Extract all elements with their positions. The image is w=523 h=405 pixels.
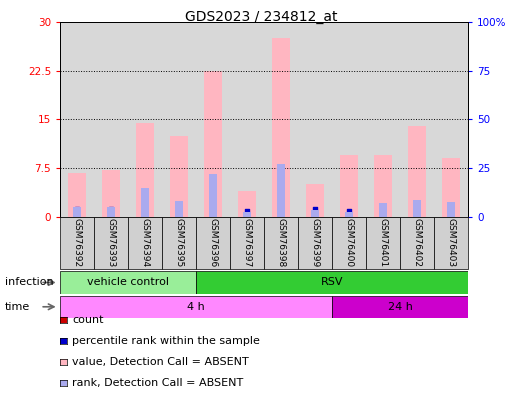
Point: [175, 211, 184, 217]
Point: [209, 211, 218, 217]
Point: [277, 197, 286, 204]
Point: [311, 206, 320, 212]
Point: [141, 211, 150, 217]
Bar: [128, 217, 162, 269]
Bar: [272, 38, 290, 217]
Bar: [306, 184, 324, 217]
Bar: [141, 188, 150, 217]
Bar: [196, 271, 468, 294]
Text: GSM76399: GSM76399: [311, 218, 320, 268]
Text: 24 h: 24 h: [388, 302, 413, 312]
Bar: [175, 201, 184, 217]
Text: GSM76393: GSM76393: [107, 218, 116, 268]
Bar: [264, 217, 298, 269]
Text: GSM76395: GSM76395: [175, 218, 184, 268]
Text: GSM76403: GSM76403: [447, 218, 456, 268]
Bar: [413, 200, 422, 217]
Text: value, Detection Call = ABSENT: value, Detection Call = ABSENT: [72, 357, 249, 367]
Text: RSV: RSV: [321, 277, 344, 288]
Point: [379, 211, 388, 217]
Bar: [68, 173, 86, 217]
Bar: [434, 217, 468, 269]
Point: [447, 206, 456, 212]
Point: [107, 211, 116, 218]
Text: GSM76397: GSM76397: [243, 218, 252, 268]
Bar: [107, 207, 116, 217]
Bar: [230, 217, 264, 269]
Point: [413, 206, 422, 212]
Bar: [277, 164, 286, 217]
Point: [345, 208, 354, 215]
Point: [379, 206, 388, 212]
Point: [73, 206, 82, 212]
Point: [447, 211, 456, 217]
Bar: [196, 217, 230, 269]
Bar: [238, 191, 256, 217]
Bar: [345, 212, 354, 217]
Bar: [60, 217, 94, 269]
Bar: [162, 217, 196, 269]
Bar: [136, 123, 154, 217]
Point: [345, 212, 354, 219]
Bar: [102, 170, 120, 217]
Bar: [366, 217, 400, 269]
Bar: [60, 271, 196, 294]
Bar: [170, 136, 188, 217]
Text: GSM76401: GSM76401: [379, 218, 388, 268]
Text: GSM76398: GSM76398: [277, 218, 286, 268]
Bar: [204, 71, 222, 217]
Text: GSM76394: GSM76394: [141, 218, 150, 268]
Text: GDS2023 / 234812_at: GDS2023 / 234812_at: [185, 10, 338, 24]
Point: [209, 206, 218, 212]
Bar: [447, 202, 456, 217]
Point: [141, 202, 150, 208]
Bar: [374, 155, 392, 217]
Bar: [400, 217, 434, 269]
Point: [175, 206, 184, 212]
Bar: [73, 207, 82, 217]
Point: [243, 212, 252, 219]
Text: time: time: [5, 302, 30, 312]
Point: [413, 211, 422, 217]
Bar: [442, 158, 460, 217]
Bar: [408, 126, 426, 217]
Point: [107, 206, 116, 212]
Text: vehicle control: vehicle control: [87, 277, 169, 288]
Text: percentile rank within the sample: percentile rank within the sample: [72, 336, 260, 346]
Bar: [298, 217, 332, 269]
Text: GSM76396: GSM76396: [209, 218, 218, 268]
Bar: [311, 210, 320, 217]
Text: rank, Detection Call = ABSENT: rank, Detection Call = ABSENT: [72, 378, 243, 388]
Text: GSM76400: GSM76400: [345, 218, 354, 268]
Bar: [340, 155, 358, 217]
Bar: [332, 217, 366, 269]
Text: GSM76392: GSM76392: [73, 218, 82, 268]
Bar: [94, 217, 128, 269]
Point: [243, 208, 252, 215]
Bar: [332, 296, 468, 318]
Text: count: count: [72, 315, 104, 325]
Bar: [379, 203, 388, 217]
Point: [311, 212, 320, 219]
Bar: [209, 174, 218, 217]
Text: infection: infection: [5, 277, 54, 288]
Bar: [243, 212, 252, 217]
Text: GSM76402: GSM76402: [413, 219, 422, 267]
Text: 4 h: 4 h: [187, 302, 205, 312]
Bar: [60, 296, 332, 318]
Point: [277, 211, 286, 217]
Point: [73, 211, 82, 218]
